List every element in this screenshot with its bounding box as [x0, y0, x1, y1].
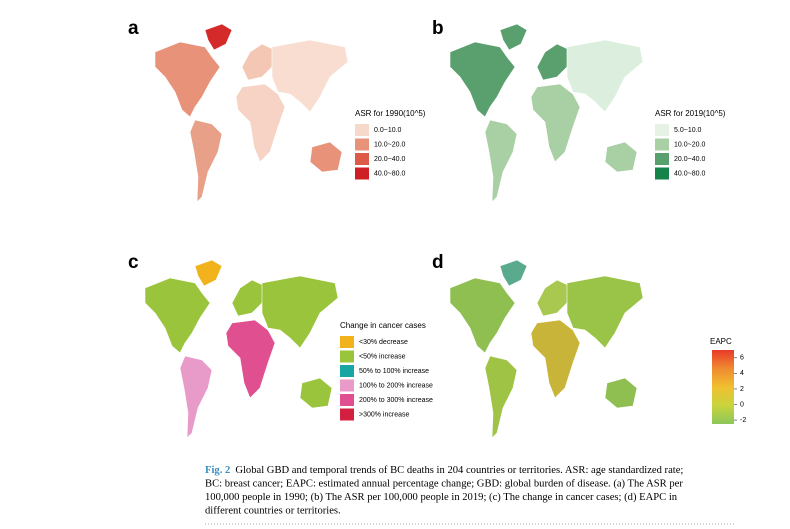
- legend-swatch: [655, 153, 669, 165]
- colorbar-tick-label: 4: [740, 370, 744, 377]
- legend-swatch: [340, 336, 354, 348]
- caption-line: BC: breast cancer; EAPC: estimated annua…: [205, 479, 683, 490]
- legend-label: 0.0~10.0: [374, 127, 402, 134]
- legend-label: 20.0~40.0: [674, 156, 705, 163]
- legend-label: 50% to 100% increase: [359, 368, 429, 375]
- caption-line: Fig. 2 Global GBD and temporal trends of …: [205, 465, 683, 476]
- colorbar-tick-label: 6: [740, 355, 744, 362]
- panel-label: a: [128, 18, 139, 39]
- colorbar-tick-label: 2: [740, 386, 744, 393]
- colorbar-title: EAPC: [710, 337, 732, 346]
- colorbar-tick-label: 0: [740, 401, 744, 408]
- legend-label: >300% increase: [359, 411, 410, 418]
- legend-swatch: [340, 350, 354, 363]
- legend-swatch: [340, 394, 354, 406]
- legend-label: 5.0~10.0: [674, 127, 702, 134]
- legend-label: 100% to 200% increase: [359, 382, 433, 389]
- panel-label: b: [432, 18, 444, 39]
- colorbar-tick-label: -2: [740, 417, 746, 424]
- map-b: [449, 23, 644, 203]
- caption-line: different countries or territories.: [205, 506, 341, 517]
- legend-title: ASR for 2019(10^5): [655, 109, 726, 118]
- legend-label: 10.0~20.0: [674, 141, 705, 148]
- legend-swatch: [355, 167, 369, 180]
- legend-title: Change in cancer cases: [340, 321, 426, 330]
- legend-label: 40.0~80.0: [374, 170, 405, 177]
- map-a: [154, 23, 349, 203]
- legend-swatch: [340, 365, 354, 377]
- legend-label: 10.0~20.0: [374, 141, 405, 148]
- caption-text: Global GBD and temporal trends of BC dea…: [235, 465, 683, 476]
- map-c: [144, 259, 339, 439]
- panel-label: d: [432, 252, 444, 273]
- legend-swatch: [655, 138, 669, 151]
- legend-swatch: [355, 153, 369, 165]
- legend-label: <50% increase: [359, 353, 406, 360]
- legend-label: 200% to 300% increase: [359, 397, 433, 404]
- legend-label: 40.0~80.0: [674, 170, 705, 177]
- map-d: [449, 259, 644, 439]
- legend-label: <30% decrease: [359, 339, 408, 346]
- panel-label: c: [128, 252, 139, 273]
- legend-swatch: [340, 379, 354, 392]
- caption-line: 100,000 people in 1990; (b) The ASR per …: [205, 492, 678, 503]
- legend-title: ASR for 1990(10^5): [355, 109, 426, 118]
- legend-swatch: [655, 167, 669, 180]
- legend-swatch: [340, 408, 354, 421]
- legend-swatch: [355, 124, 369, 136]
- colorbar: [712, 350, 734, 424]
- legend-swatch: [655, 124, 669, 136]
- legend-label: 20.0~40.0: [374, 156, 405, 163]
- figure-label: Fig. 2: [205, 465, 230, 476]
- legend-swatch: [355, 138, 369, 151]
